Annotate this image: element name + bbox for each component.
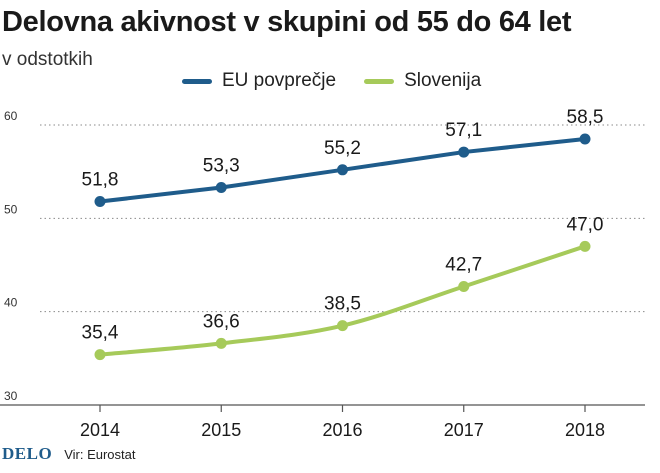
data-point-slovenia-2018 (579, 240, 591, 252)
x-tick-label-2016: 2016 (322, 420, 362, 440)
data-point-slovenia-2017 (458, 280, 470, 292)
data-label-slovenia-2018: 47,0 (567, 214, 604, 235)
y-tick-label-30: 30 (4, 389, 18, 403)
data-point-slovenia-2014 (94, 349, 106, 361)
legend-label-eu: EU povprečje (222, 70, 337, 91)
legend-item-slovenia: Slovenija (364, 70, 481, 92)
data-point-eu-2017 (458, 146, 470, 158)
data-label-eu-2018: 58,5 (567, 107, 604, 128)
data-point-eu-2018 (579, 133, 591, 145)
source-note: Vir: Eurostat (64, 447, 136, 462)
delo-logo: DELO (2, 444, 53, 463)
legend-item-eu: EU povprečje (182, 70, 336, 92)
chart-title: Delovna akivnost v skupini od 55 do 64 l… (2, 6, 572, 38)
chart-subtitle: v odstotkih (2, 49, 93, 70)
legend-swatch-eu (182, 78, 212, 84)
legend-swatch-slovenia (364, 78, 395, 84)
data-label-slovenia-2015: 36,6 (203, 311, 240, 332)
x-tick-label-2015: 2015 (201, 420, 241, 440)
x-tick-label-2017: 2017 (444, 420, 484, 440)
data-label-eu-2015: 53,3 (203, 156, 240, 177)
x-tick-label-2018: 2018 (565, 420, 605, 440)
data-point-eu-2016 (337, 164, 348, 176)
legend-label-slovenia: Slovenija (404, 70, 482, 91)
data-label-eu-2016: 55,2 (324, 138, 361, 159)
data-label-eu-2014: 51,8 (82, 170, 119, 191)
data-label-slovenia-2016: 38,5 (324, 294, 361, 315)
data-point-slovenia-2015 (215, 337, 227, 349)
data-point-eu-2015 (215, 182, 227, 194)
legend: EU povprečje Slovenija (182, 70, 509, 92)
x-tick-label-2014: 2014 (80, 420, 120, 440)
data-point-eu-2014 (94, 196, 106, 208)
y-tick-label-60: 60 (4, 109, 18, 123)
y-tick-label-50: 50 (4, 202, 18, 216)
y-tick-label-40: 40 (4, 296, 18, 310)
data-label-eu-2017: 57,1 (445, 120, 482, 141)
data-label-slovenia-2017: 42,7 (445, 254, 482, 275)
footer: DELO Vir: Eurostat (2, 444, 135, 464)
data-label-slovenia-2014: 35,4 (82, 323, 119, 344)
data-point-slovenia-2016 (337, 320, 348, 332)
